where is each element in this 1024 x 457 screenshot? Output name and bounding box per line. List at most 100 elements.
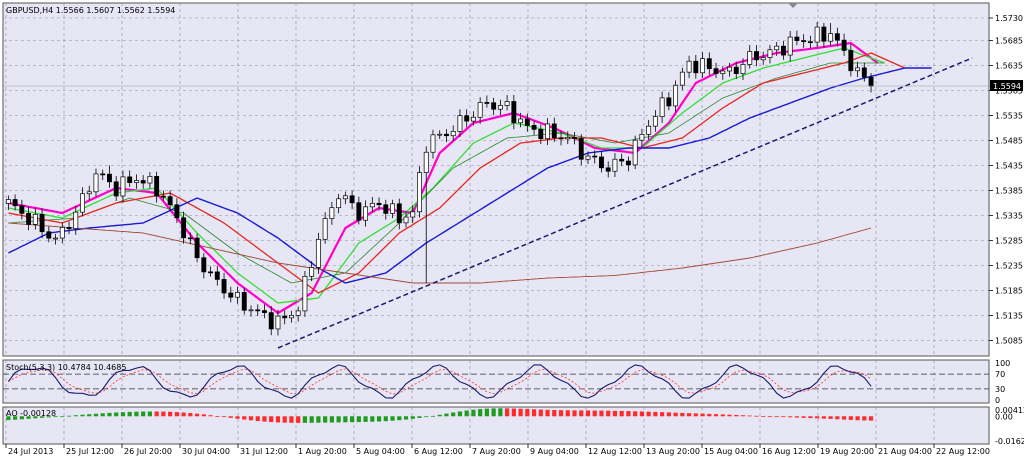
candle [491,97,497,116]
ao-bar [316,416,321,423]
time-tick-label: 9 Aug 04:00 [530,447,579,456]
candle [181,211,187,244]
candle [268,306,274,336]
ao-bar [572,410,577,417]
candle [282,310,288,325]
ao-bar [336,416,341,423]
candle [679,67,685,91]
time-tick-label: 15 Aug 04:00 [704,447,758,456]
shift-marker-icon[interactable] [788,3,798,8]
candle [19,199,25,220]
price-tick-label: 1.5685 [995,37,1023,46]
stochastic-label: Stoch(5,3,3) 10.4784 10.4685 [6,363,126,372]
ao-bar [612,410,618,417]
candle [369,196,375,213]
candle [160,190,166,201]
current-price-box [990,80,1023,91]
time-tick-label: 16 Aug 12:00 [762,447,816,456]
candle [693,55,699,79]
ao-bar [444,413,449,417]
stochastic-tick-label: 0 [995,396,1000,405]
candle [545,118,550,146]
ao-bar [208,415,213,417]
ao-bar [498,408,503,417]
price-tick-label: 1.5285 [995,237,1023,246]
candle [423,146,429,283]
ao-bar [309,416,314,423]
stochastic-main-line [7,364,872,399]
ao-tick-label: 0.00 [995,412,1013,421]
candle [457,109,463,137]
candle [208,266,214,277]
ao-bar [626,411,631,417]
candle [646,119,652,140]
candle [605,161,611,178]
ao-bar [282,416,287,423]
ao-bar [457,411,463,417]
candle [814,22,820,48]
candle [5,195,11,210]
ao-bar [700,413,705,417]
ao-bar [525,409,530,417]
candle [659,91,665,123]
ao-bar [403,416,409,420]
candle [787,31,793,62]
ao-bar [639,411,644,417]
ao-bar [370,416,375,422]
candle [794,30,800,46]
candle [686,55,692,79]
ao-bar [437,414,442,417]
candle [221,272,227,299]
ao-bar [801,416,806,418]
ao-bar [181,412,186,417]
ao-bar [592,410,597,417]
candle [754,45,759,67]
candle [302,270,308,317]
chart-title: GBPUSD,H4 1.5566 1.5607 1.5562 1.5594 [6,6,175,15]
ao-bar [215,416,220,417]
ao-bar [808,416,813,419]
ao-bar [868,416,874,421]
ao-bar [221,416,227,418]
price-tick-label: 1.5435 [995,162,1023,171]
candle [841,33,847,56]
candle [39,208,45,239]
candle [120,170,126,203]
ao-bar [302,416,308,423]
price-tick-label: 1.5635 [995,62,1023,71]
ao-bar [464,410,469,417]
candle [599,150,604,173]
time-tick-label: 6 Aug 12:00 [414,447,463,456]
candle [107,165,112,188]
ao-bar [289,416,294,423]
candle [760,51,766,65]
candle [376,197,382,211]
time-tick-label: 13 Aug 20:00 [646,447,700,456]
candle [565,131,571,145]
candle [322,212,328,244]
candle [477,97,483,124]
candle [706,52,712,76]
ao-bar [565,410,570,417]
ao-bar [862,416,867,421]
ao-bar [262,416,267,422]
ao-bar [693,413,698,417]
candle [295,306,301,322]
ao-bar [376,416,382,422]
ao-bar [484,408,489,417]
trendline[interactable] [277,57,973,349]
time-tick-label: 21 Aug 04:00 [878,447,932,456]
current-price-label: 1.5594 [993,82,1021,91]
ao-bar [531,409,537,417]
candle [666,92,672,111]
ao-bar [478,409,483,417]
candle [59,222,65,244]
ao-bar [390,416,395,421]
candle [821,22,827,48]
ao-bar [53,416,58,418]
moving-average-line [8,41,879,315]
ao-bar [821,416,826,419]
ao-bar [188,413,193,417]
candle [855,61,861,78]
